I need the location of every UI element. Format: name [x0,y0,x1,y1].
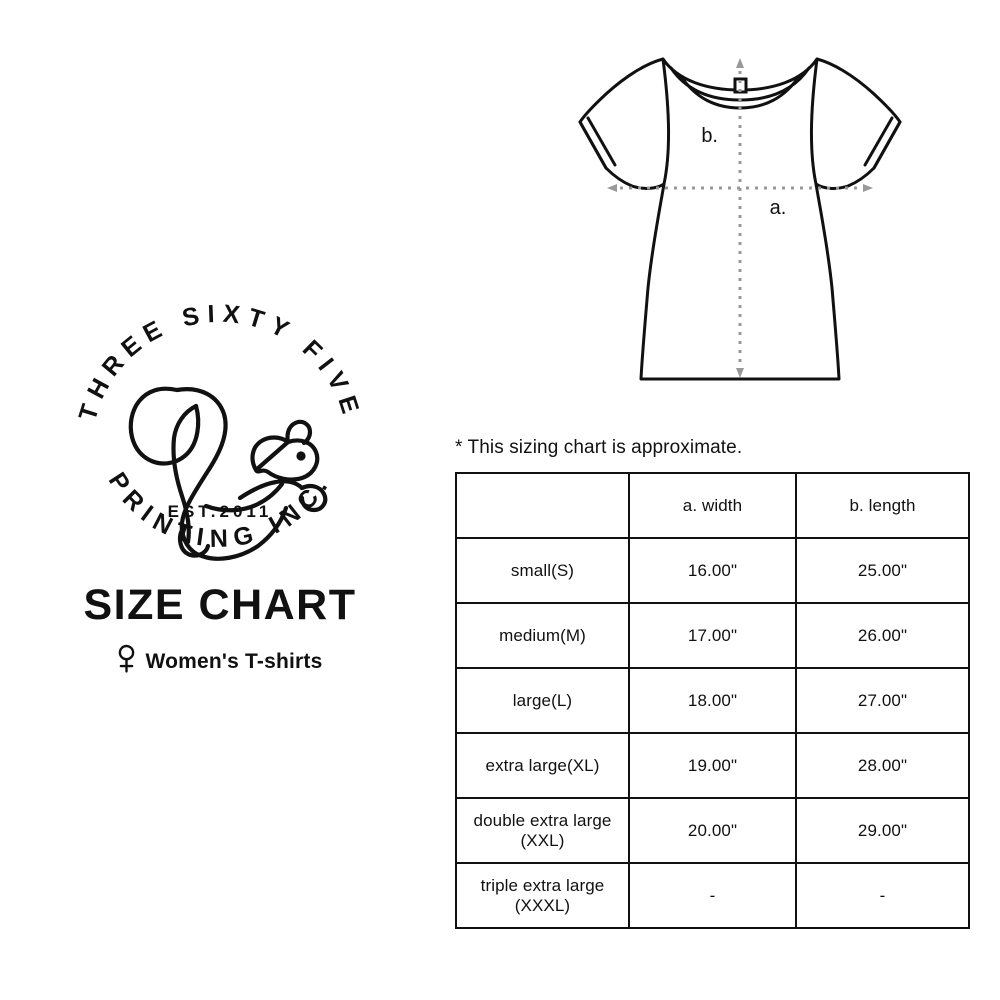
page-title: SIZE CHART [83,581,357,629]
cell-width-value: 17.00" [628,602,797,669]
cell-size-name: medium(M) [455,602,630,669]
cell-length-value: 25.00" [795,537,970,604]
column-header-width: a. width [628,472,797,539]
cell-length-value: - [795,862,970,929]
table-row: medium(M) 17.00" 26.00" [455,602,970,669]
subtitle-row: Women's T-shirts [60,644,380,679]
width-label: a. [770,197,787,219]
tshirt-diagram: b. a. [540,38,940,398]
squirrel-icon [128,386,328,561]
table-row: triple extra large (XXXL) - - [455,862,970,929]
cell-size-name: large(L) [455,667,630,734]
table-header-row: a. width b. length [455,472,970,539]
cell-length-value: 29.00" [795,797,970,864]
size-table: a. width b. length small(S) 16.00" 25.00" m… [455,472,970,929]
table-row: large(L) 18.00" 27.00" [455,667,970,734]
cell-width-value: 18.00" [628,667,797,734]
size-table-body: small(S) 16.00" 25.00" medium(M) 17.00" 26.00… [455,537,970,929]
table-row: double extra large (XXL) 20.00" 29.00" [455,797,970,864]
company-logo: THREE SIXTY FIVE [60,262,380,572]
column-header-length: b. length [795,472,970,539]
table-row: small(S) 16.00" 25.00" [455,537,970,604]
table-corner-cell [455,472,630,539]
subtitle-text: Women's T-shirts [145,649,323,673]
logo-established-text: EST.2011 [168,502,273,521]
cell-width-value: - [628,862,797,929]
cell-size-name: double extra large (XXL) [455,797,630,864]
cell-width-value: 16.00" [628,537,797,604]
measurement-arrowheads [607,58,873,378]
cell-length-value: 26.00" [795,602,970,669]
cell-width-value: 19.00" [628,732,797,799]
cell-length-value: 28.00" [795,732,970,799]
right-sleeve-cuff-inner [863,116,894,167]
cell-size-name: triple extra large (XXXL) [455,862,630,929]
left-sleeve-cuff-inner [586,116,617,167]
left-armhole-seam [661,57,671,186]
brand-block: THREE SIXTY FIVE [60,262,390,682]
size-table-container: a. width b. length small(S) 16.00" 25.00" m… [455,472,970,929]
cell-size-name: small(S) [455,537,630,604]
length-label: b. [701,125,718,147]
right-sleeve-cuff [872,120,902,170]
cell-length-value: 27.00" [795,667,970,734]
approximate-note: * This sizing chart is approximate. [455,437,743,458]
venus-icon [117,644,136,679]
right-armhole-seam [809,57,819,186]
measurement-lines [611,62,869,372]
table-row: extra large(XL) 19.00" 28.00" [455,732,970,799]
left-sleeve-cuff [578,120,608,170]
tshirt-outline [578,57,902,381]
cell-width-value: 20.00" [628,797,797,864]
cell-size-name: extra large(XL) [455,732,630,799]
